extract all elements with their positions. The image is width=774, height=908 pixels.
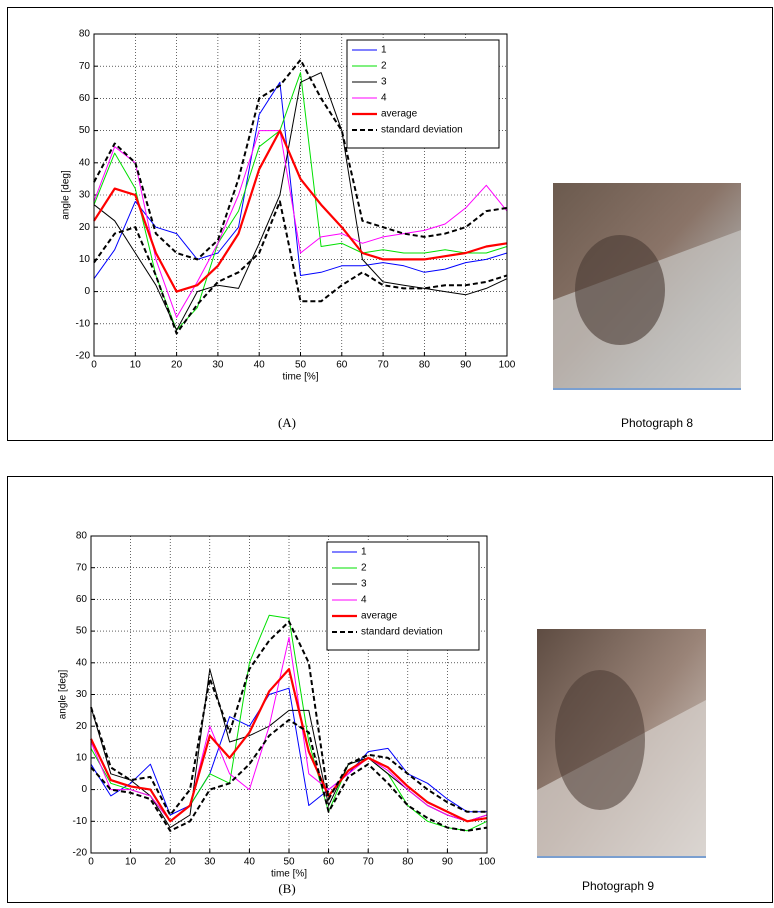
legend-label: standard deviation [361, 627, 443, 638]
y-tick-label: -20 [76, 351, 91, 362]
x-tick-label: 90 [442, 857, 454, 868]
legend-label: 4 [381, 93, 387, 104]
y-tick-label: 10 [76, 753, 88, 764]
legend-label: 1 [361, 547, 367, 558]
x-tick-label: 10 [125, 857, 137, 868]
photo-figure [555, 670, 645, 810]
legend-label: 3 [381, 77, 387, 88]
legend-label: 2 [361, 563, 367, 574]
y-tick-label: 50 [76, 626, 88, 637]
y-tick-label: 30 [76, 689, 88, 700]
x-tick-label: 40 [244, 857, 256, 868]
y-tick-label: 80 [76, 531, 88, 542]
legend-label: average [361, 611, 398, 622]
legend-label: 1 [381, 45, 387, 56]
x-tick-label: 20 [165, 857, 177, 868]
y-tick-label: 60 [76, 594, 88, 605]
x-tick-label: 60 [323, 857, 335, 868]
y-tick-label: -10 [76, 318, 91, 329]
x-tick-label: 10 [130, 360, 142, 371]
figure: (A) Photograph 8 (B) Photograph 9 010203… [0, 0, 774, 903]
y-tick-label: -20 [73, 848, 88, 859]
x-axis-label: time [%] [282, 372, 318, 383]
x-tick-label: 70 [378, 360, 390, 371]
x-tick-label: 50 [283, 857, 295, 868]
y-tick-label: 20 [79, 222, 91, 233]
legend-label: 3 [361, 579, 367, 590]
x-tick-label: 80 [419, 360, 431, 371]
y-tick-label: -10 [73, 816, 88, 827]
x-axis-label: time [%] [271, 869, 307, 880]
photo-figure [575, 235, 665, 345]
panel-caption: (A) [278, 415, 296, 430]
photo-caption: Photograph 8 [621, 416, 693, 430]
y-tick-label: 70 [79, 61, 91, 72]
x-tick-label: 50 [295, 360, 307, 371]
y-tick-label: 10 [79, 254, 91, 265]
y-tick-label: 70 [76, 562, 88, 573]
legend-label: standard deviation [381, 125, 463, 136]
photo-caption: Photograph 9 [582, 879, 654, 893]
x-tick-label: 70 [363, 857, 375, 868]
x-tick-label: 30 [212, 360, 224, 371]
x-tick-label: 100 [479, 857, 496, 868]
panel-caption: (B) [278, 881, 295, 896]
legend-label: 2 [381, 61, 387, 72]
x-tick-label: 0 [88, 857, 94, 868]
legend-label: 4 [361, 595, 367, 606]
y-tick-label: 20 [76, 721, 88, 732]
y-tick-label: 30 [79, 190, 91, 201]
x-tick-label: 20 [171, 360, 183, 371]
x-tick-label: 80 [402, 857, 414, 868]
x-tick-label: 90 [460, 360, 472, 371]
page: (A) Photograph 8 (B) Photograph 9 010203… [0, 0, 774, 903]
y-tick-label: 40 [76, 657, 88, 668]
y-axis-label: angle [deg] [58, 670, 69, 720]
x-tick-label: 0 [91, 360, 97, 371]
y-tick-label: 50 [79, 125, 91, 136]
y-tick-label: 0 [81, 784, 87, 795]
x-tick-label: 100 [499, 360, 516, 371]
x-tick-label: 60 [336, 360, 348, 371]
x-tick-label: 40 [254, 360, 266, 371]
legend-label: average [381, 109, 418, 120]
y-axis-label: angle [deg] [61, 170, 72, 220]
y-tick-label: 40 [79, 157, 91, 168]
y-tick-label: 60 [79, 93, 91, 104]
y-tick-label: 0 [84, 286, 90, 297]
x-tick-label: 30 [204, 857, 216, 868]
y-tick-label: 80 [79, 29, 91, 40]
